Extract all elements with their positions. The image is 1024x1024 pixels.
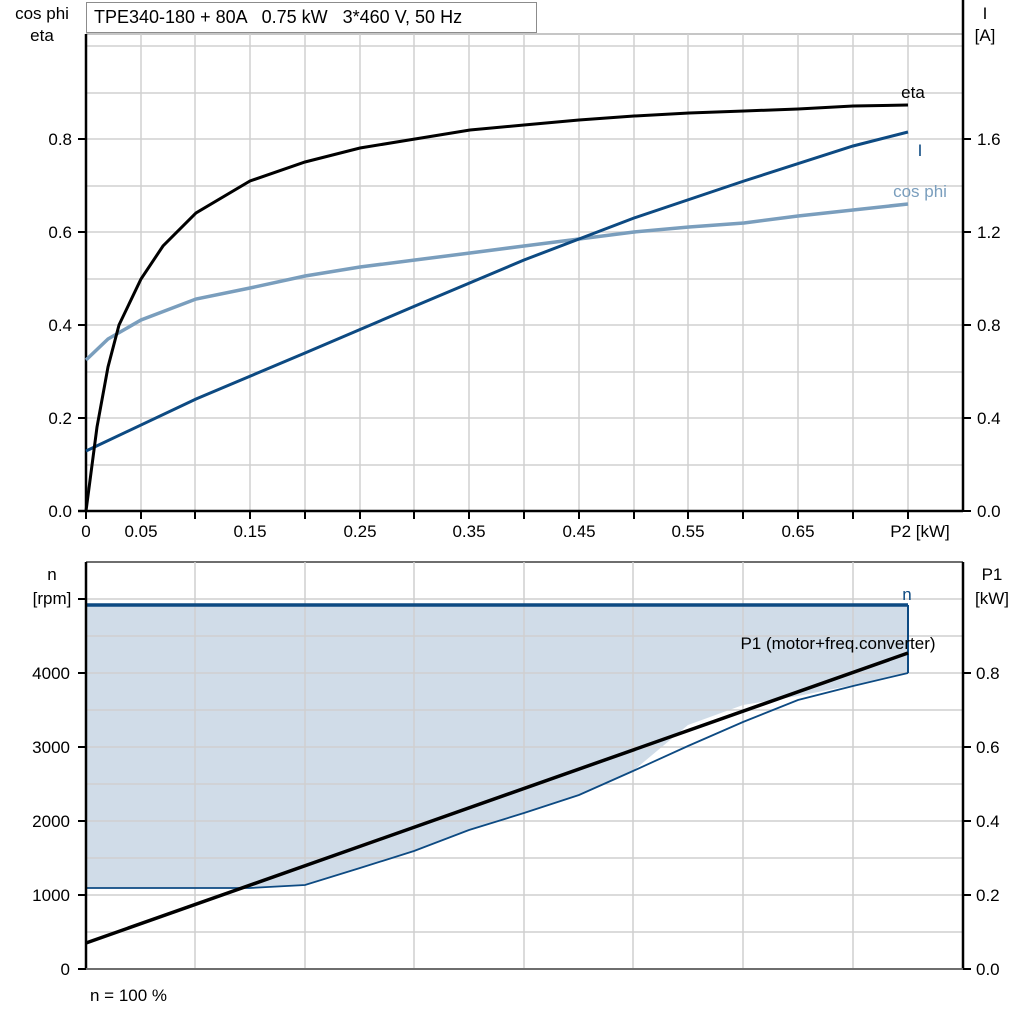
top-left-axis-title-2: eta <box>30 26 54 45</box>
bottom-chart: 0 1000 2000 3000 4000 0.0 0.2 0.4 0.6 0.… <box>32 561 1009 1005</box>
top-x-tick-3: 0.25 <box>343 522 376 541</box>
top-x-tick-2: 0.15 <box>233 522 266 541</box>
n-min-line <box>86 672 909 889</box>
bottom-left-tick-2: 2000 <box>32 812 70 831</box>
bottom-right-tick-3: 0.6 <box>976 738 1000 757</box>
bottom-right-tick-0: 0.0 <box>976 960 1000 979</box>
top-left-tick-2: 0.4 <box>48 316 72 335</box>
current-curve <box>85 130 909 453</box>
top-right-tick-0: 0.0 <box>977 502 1001 521</box>
speed-footer: n = 100 % <box>90 986 167 1005</box>
top-right-tick-3: 1.2 <box>977 223 1001 242</box>
top-left-tick-4: 0.8 <box>48 130 72 149</box>
bottom-left-axis-title-1: n <box>47 565 56 584</box>
current-label: I <box>918 141 923 160</box>
eta-curve <box>84 103 909 512</box>
bottom-right-tick-1: 0.2 <box>976 886 1000 905</box>
bottom-left-tick-4: 4000 <box>32 664 70 683</box>
top-x-tick-6: 0.55 <box>671 522 704 541</box>
bottom-right-axis-title-2: [kW] <box>975 589 1009 608</box>
top-x-tick-7: 0.65 <box>781 522 814 541</box>
top-right-axis-title-2: [A] <box>975 26 996 45</box>
top-x-tick-1: 0.05 <box>124 522 157 541</box>
top-chart: 0 0.05 0.15 0.25 0.35 0.45 0.55 0.65 P2 … <box>15 0 1001 541</box>
top-x-tick-4: 0.35 <box>452 522 485 541</box>
top-vertical-gridlines <box>140 34 909 511</box>
top-left-tick-3: 0.6 <box>48 223 72 242</box>
bottom-left-axis-title-2: [rpm] <box>33 589 72 608</box>
chart-title: TPE340-180 + 80A 0.75 kW 3*460 V, 50 Hz <box>86 2 537 33</box>
bottom-right-tick-2: 0.4 <box>976 812 1000 831</box>
p1-line <box>85 651 909 945</box>
bottom-horizontal-gridlines <box>86 598 963 933</box>
top-x-axis-label: P2 [kW] <box>890 522 950 541</box>
top-x-tick-5: 0.45 <box>562 522 595 541</box>
cos-phi-curve <box>84 202 909 362</box>
bottom-vertical-gridlines <box>194 562 854 969</box>
bottom-right-axis-title-1: P1 <box>982 565 1003 584</box>
top-right-axis-title-1: I <box>983 4 988 23</box>
top-x-ticks <box>85 511 909 519</box>
top-right-tick-1: 0.4 <box>977 409 1001 428</box>
top-right-tick-4: 1.6 <box>977 130 1001 149</box>
bottom-left-tick-1: 1000 <box>32 886 70 905</box>
top-left-tick-1: 0.2 <box>48 409 72 428</box>
top-right-tick-2: 0.8 <box>977 316 1001 335</box>
bottom-right-tick-4: 0.8 <box>976 664 1000 683</box>
top-left-tick-0: 0.0 <box>48 502 72 521</box>
cos-phi-label: cos phi <box>893 182 947 201</box>
n-label: n <box>902 585 911 604</box>
p1-label: P1 (motor+freq.converter) <box>740 634 935 653</box>
top-left-axis-title-1: cos phi <box>15 4 69 23</box>
top-x-tick-0: 0 <box>81 522 90 541</box>
bottom-left-tick-0: 0 <box>61 960 70 979</box>
top-horizontal-gridlines <box>86 45 963 466</box>
bottom-left-tick-3: 3000 <box>32 738 70 757</box>
eta-label: eta <box>901 83 925 102</box>
